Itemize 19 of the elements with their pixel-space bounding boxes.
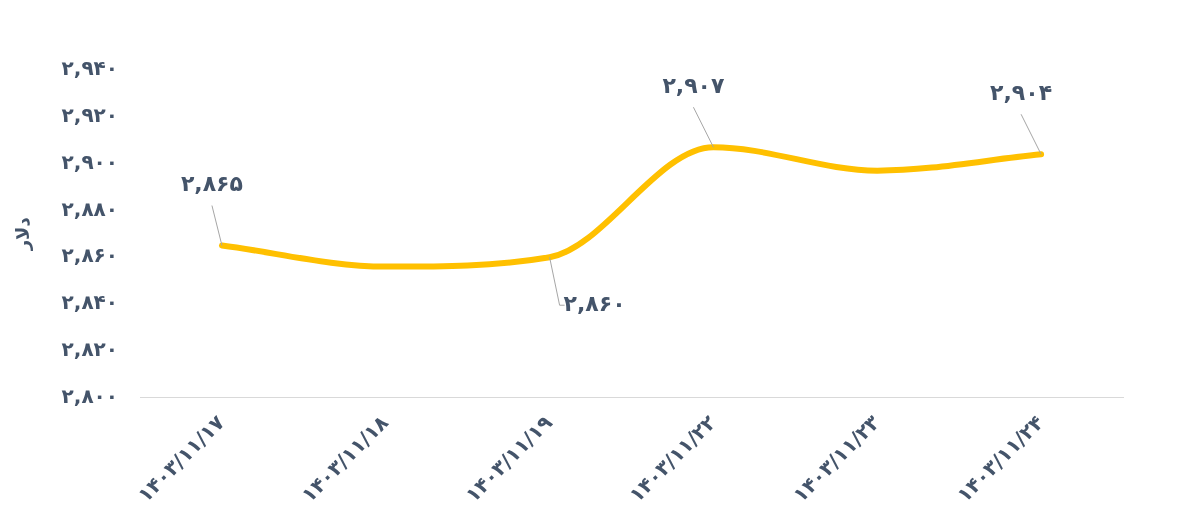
x-tick-label: ۱۴۰۳/۱۱/۲۳ bbox=[788, 410, 885, 507]
y-tick-label: ۲,۸۸۰ bbox=[61, 196, 119, 221]
x-tick-label: ۱۴۰۳/۱۱/۱۸ bbox=[296, 410, 393, 507]
y-tick-label: ۲,۸۰۰ bbox=[61, 383, 119, 408]
x-tick-label: ۱۴۰۳/۱۱/۱۷ bbox=[132, 410, 230, 507]
y-tick-label: ۲,۸۶۰ bbox=[61, 243, 119, 268]
x-tick-label: ۱۴۰۳/۱۱/۲۲ bbox=[624, 410, 721, 507]
data-label: ۲,۸۶۵ bbox=[180, 171, 243, 197]
y-tick-label: ۲,۹۰۰ bbox=[61, 149, 119, 174]
y-axis-title: دلار bbox=[12, 217, 34, 252]
y-tick-label: ۲,۹۲۰ bbox=[61, 103, 119, 128]
data-label: ۲,۹۰۴ bbox=[990, 79, 1053, 105]
data-label: ۲,۸۶۰ bbox=[563, 290, 626, 316]
x-tick-label: ۱۴۰۳/۱۱/۱۹ bbox=[460, 410, 557, 507]
y-tick-label: ۲,۸۲۰ bbox=[61, 337, 119, 362]
x-tick-label: ۱۴۰۳/۱۱/۲۴ bbox=[951, 410, 1049, 507]
y-tick-label: ۲,۸۴۰ bbox=[61, 290, 119, 315]
data-label: ۲,۹۰۷ bbox=[662, 72, 726, 98]
y-tick-label: ۲,۹۴۰ bbox=[61, 56, 119, 81]
